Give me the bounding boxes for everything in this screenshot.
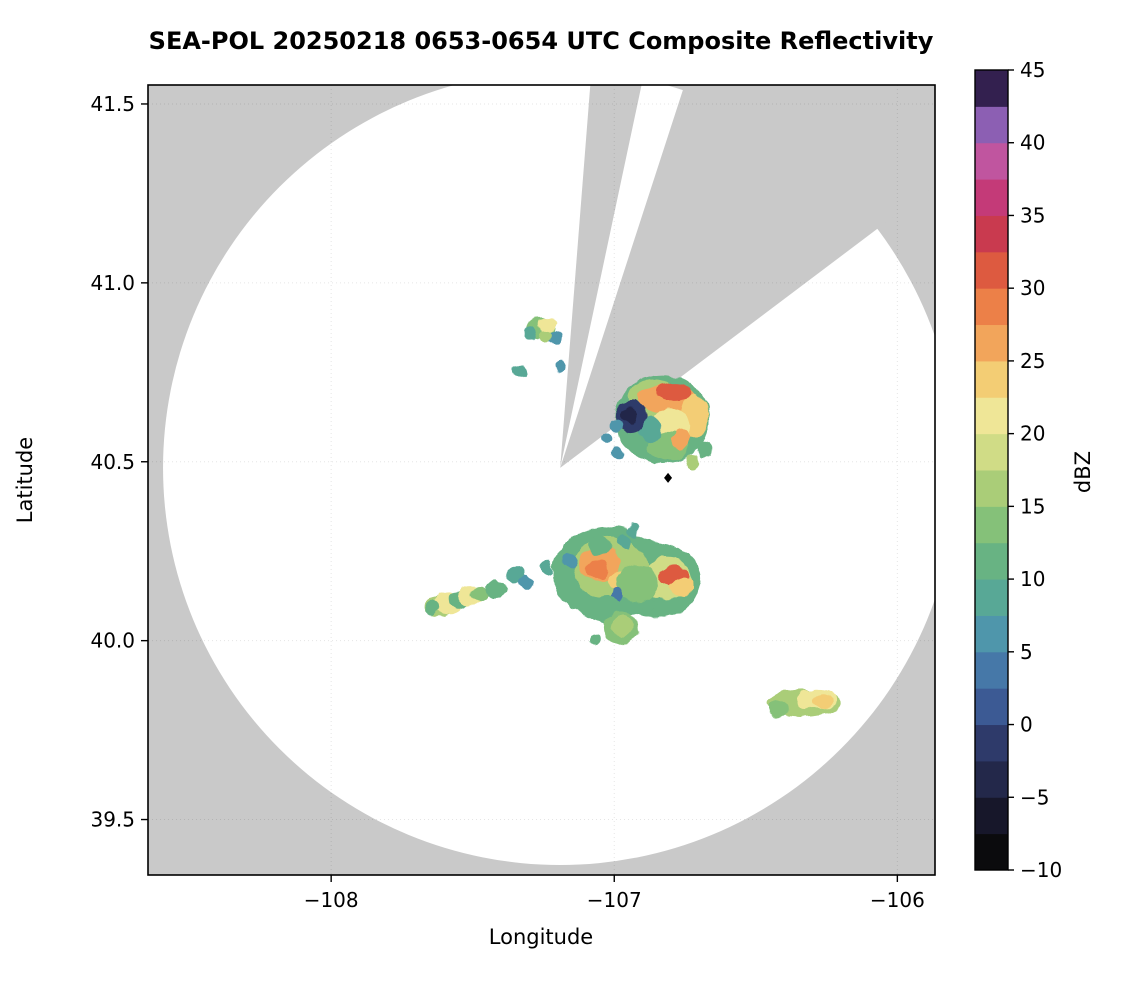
colorbar-tick-label: 40 bbox=[1020, 131, 1045, 155]
colorbar-step bbox=[975, 506, 1008, 544]
colorbar-tick-label: 25 bbox=[1020, 349, 1045, 373]
colorbar-tick-label: 15 bbox=[1020, 494, 1045, 518]
echo-region bbox=[485, 579, 506, 598]
colorbar-step bbox=[975, 142, 1008, 180]
colorbar-step bbox=[975, 579, 1008, 616]
echo-region bbox=[561, 552, 577, 568]
echo-region bbox=[611, 616, 634, 637]
echo-region bbox=[622, 406, 638, 425]
colorbar-step bbox=[975, 324, 1008, 362]
echo-region bbox=[506, 565, 524, 584]
colorbar-step bbox=[975, 542, 1008, 580]
echo-region bbox=[588, 632, 601, 646]
colorbar-tick-label: 5 bbox=[1020, 640, 1033, 664]
colorbar-frame bbox=[974, 69, 1009, 871]
colorbar-step bbox=[975, 724, 1008, 762]
plot-area bbox=[147, 84, 936, 876]
y-tick-label: 39.5 bbox=[90, 808, 135, 832]
echo-region bbox=[611, 447, 623, 459]
x-tick-label: −107 bbox=[587, 888, 642, 912]
echo-region bbox=[608, 418, 623, 434]
echo-region bbox=[600, 433, 612, 444]
echo-region bbox=[812, 694, 833, 709]
echo-region bbox=[540, 561, 552, 574]
colorbar-tick-label: 45 bbox=[1020, 58, 1045, 82]
x-tick-label: −108 bbox=[304, 888, 359, 912]
colorbar-step bbox=[975, 433, 1008, 471]
plot-clip-group bbox=[148, 85, 935, 875]
echo-region bbox=[669, 578, 693, 596]
colorbar-step bbox=[975, 615, 1008, 653]
colorbar-tick-label: 30 bbox=[1020, 276, 1045, 300]
colorbar-tick-label: 0 bbox=[1020, 713, 1033, 737]
y-tick-label: 41.5 bbox=[90, 92, 135, 116]
colorbar-tick-label: 10 bbox=[1020, 567, 1045, 591]
echo-region bbox=[471, 586, 489, 603]
colorbar-step bbox=[975, 251, 1008, 289]
colorbar-step bbox=[975, 760, 1008, 798]
y-tick-label: 40.0 bbox=[90, 629, 135, 653]
colorbar-tick-label: 35 bbox=[1020, 203, 1045, 227]
y-axis-label: Latitude bbox=[13, 437, 37, 523]
colorbar-step bbox=[975, 688, 1008, 726]
echo-region bbox=[696, 440, 714, 459]
echo-region bbox=[641, 597, 656, 613]
echo-region bbox=[555, 361, 566, 373]
echo-region bbox=[588, 536, 612, 555]
colorbar-step bbox=[975, 215, 1008, 253]
echo-region bbox=[512, 364, 527, 377]
colorbar-tick-label: 20 bbox=[1020, 422, 1045, 446]
echo-region bbox=[615, 565, 659, 602]
plot-title: SEA-POL 20250218 0653-0654 UTC Composite… bbox=[149, 27, 934, 55]
colorbar-step bbox=[975, 797, 1008, 835]
echo-layer bbox=[423, 315, 841, 717]
echo-region bbox=[685, 454, 700, 469]
echo-region bbox=[540, 330, 552, 343]
echo-region bbox=[628, 523, 640, 536]
colorbar-step bbox=[975, 70, 1008, 107]
x-tick-label: −106 bbox=[870, 888, 925, 912]
echo-region bbox=[655, 383, 693, 401]
echo-region bbox=[617, 535, 632, 550]
plot-frame bbox=[147, 84, 936, 876]
colorbar-step bbox=[975, 397, 1008, 435]
echo-region bbox=[585, 560, 610, 578]
colorbar-step bbox=[975, 106, 1008, 144]
colorbar-tick-label: −5 bbox=[1020, 785, 1049, 809]
y-tick-label: 41.0 bbox=[90, 271, 135, 295]
colorbar-step bbox=[975, 833, 1008, 871]
colorbar-step bbox=[975, 179, 1008, 216]
echo-region bbox=[520, 574, 533, 589]
colorbar-step bbox=[975, 360, 1008, 398]
colorbar-step bbox=[975, 651, 1008, 689]
colorbar-step bbox=[975, 470, 1008, 507]
echo-region bbox=[523, 325, 538, 341]
x-axis-label: Longitude bbox=[489, 925, 593, 949]
echo-region bbox=[670, 429, 691, 448]
colorbar-tick-label: −10 bbox=[1020, 858, 1062, 882]
axes: −108 −107 −106 39.5 40.0 40.5 41.0 41.5 bbox=[90, 92, 924, 912]
colorbar: −10 −5 0 5 10 15 20 25 30 35 40 45 bbox=[974, 58, 1062, 882]
colorbar-label: dBZ bbox=[1071, 451, 1095, 493]
echo-region bbox=[768, 700, 789, 717]
colorbar-step bbox=[975, 288, 1008, 326]
echo-region bbox=[424, 601, 439, 616]
blocked-sector-wedge bbox=[560, 85, 935, 468]
site-marker-diamond bbox=[664, 472, 673, 483]
y-tick-label: 40.5 bbox=[90, 450, 135, 474]
echo-region bbox=[539, 315, 557, 333]
blocked-sector-wedge bbox=[560, 85, 642, 468]
